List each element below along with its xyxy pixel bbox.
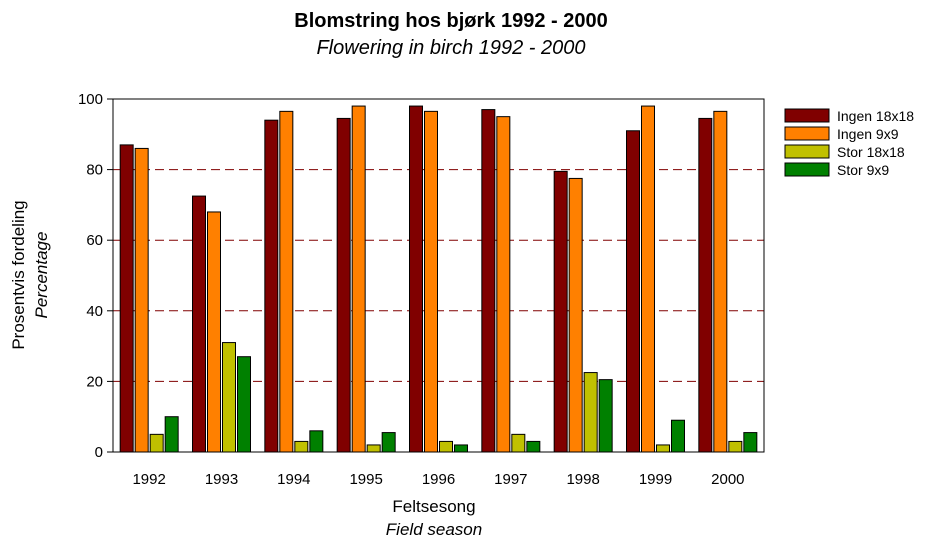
bar-ingen-18x18-1999	[626, 130, 640, 453]
y-axis-label-en: Percentage	[32, 232, 51, 319]
y-tick-label: 60	[86, 232, 103, 249]
y-tick-label: 20	[86, 373, 103, 390]
bars	[119, 105, 758, 453]
bar-stor-18x18-1997	[511, 433, 526, 453]
legend-label: Stor 18x18	[837, 144, 905, 160]
x-axis-ticks: 1992 1993 1994 1995 1996 1997 1998 1999 2000	[132, 471, 744, 488]
bar-ingen-18x18-1995	[336, 117, 351, 453]
bar-stor-18x18-1993	[222, 342, 236, 453]
y-axis-label: Prosentvis fordeling	[9, 200, 28, 349]
x-tick-label: 1999	[639, 471, 672, 488]
bar-ingen-18x18-1993	[192, 195, 206, 453]
y-tick-label: 100	[78, 91, 103, 108]
bar-ingen-9x9-1994	[279, 110, 294, 453]
gridlines	[113, 169, 764, 382]
bar-stor-18x18-1998	[583, 372, 598, 453]
y-tick-label: 40	[86, 303, 103, 320]
bar-ingen-9x9-1995	[351, 105, 366, 453]
x-axis-label: Feltsesong	[392, 497, 475, 516]
bar-ingen-18x18-1998	[553, 170, 568, 453]
bar-ingen-9x9-1993	[207, 211, 221, 453]
bar-stor-18x18-2000	[728, 440, 743, 453]
bar-ingen-9x9-2000	[713, 110, 728, 453]
bar-ingen-18x18-1996	[409, 105, 423, 453]
bar-ingen-9x9-1992	[134, 147, 149, 453]
x-tick-label: 1997	[494, 471, 527, 488]
bar-stor-9x9-1998	[598, 379, 613, 453]
x-tick-label: 1993	[205, 471, 238, 488]
legend-swatch	[784, 144, 830, 159]
bar-stor-9x9-1999	[671, 419, 685, 453]
bar-stor-9x9-1994	[309, 430, 324, 453]
bar-stor-9x9-2000	[743, 432, 758, 453]
bar-stor-18x18-1994	[294, 440, 309, 453]
x-axis-label-en: Field season	[386, 520, 482, 539]
legend-swatch	[784, 162, 830, 177]
legend-label: Stor 9x9	[837, 162, 889, 178]
bar-ingen-18x18-1992	[119, 144, 134, 453]
x-tick-label: 2000	[711, 471, 744, 488]
x-tick-label: 1995	[349, 471, 382, 488]
bar-ingen-9x9-1999	[641, 105, 655, 453]
y-tick-label: 0	[95, 444, 103, 461]
bar-stor-18x18-1999	[656, 444, 670, 453]
legend: Ingen 18x18 Ingen 9x9 Stor 18x18 Stor 9x9	[784, 108, 914, 178]
bar-stor-18x18-1995	[366, 444, 381, 453]
x-tick-label: 1998	[566, 471, 599, 488]
legend-label: Ingen 9x9	[837, 126, 899, 142]
bar-ingen-9x9-1998	[568, 177, 583, 453]
bar-stor-9x9-1997	[526, 440, 541, 453]
legend-swatch	[784, 108, 830, 123]
bar-stor-9x9-1996	[454, 444, 468, 453]
bar-ingen-18x18-1994	[264, 119, 279, 453]
y-tick-label: 80	[86, 162, 103, 179]
bar-stor-9x9-1995	[381, 432, 396, 453]
x-tick-label: 1994	[277, 471, 310, 488]
x-tick-label: 1996	[422, 471, 455, 488]
bar-ingen-18x18-2000	[698, 117, 713, 453]
y-axis-ticks: 0 20 40 60 80 100	[78, 91, 113, 461]
bar-stor-9x9-1993	[237, 356, 251, 453]
bar-stor-9x9-1992	[164, 416, 179, 453]
legend-swatch	[784, 126, 830, 141]
bar-ingen-9x9-1996	[424, 110, 438, 453]
bar-stor-18x18-1996	[439, 440, 453, 453]
plot-frame	[112, 98, 765, 453]
bar-ingen-9x9-1997	[496, 116, 511, 453]
chart-subtitle: Flowering in birch 1992 - 2000	[316, 37, 585, 59]
bar-ingen-18x18-1997	[481, 109, 496, 453]
chart-title: Blomstring hos bjørk 1992 - 2000	[294, 10, 607, 32]
legend-label: Ingen 18x18	[837, 108, 914, 124]
bar-stor-18x18-1992	[149, 433, 164, 453]
x-tick-label: 1992	[132, 471, 165, 488]
